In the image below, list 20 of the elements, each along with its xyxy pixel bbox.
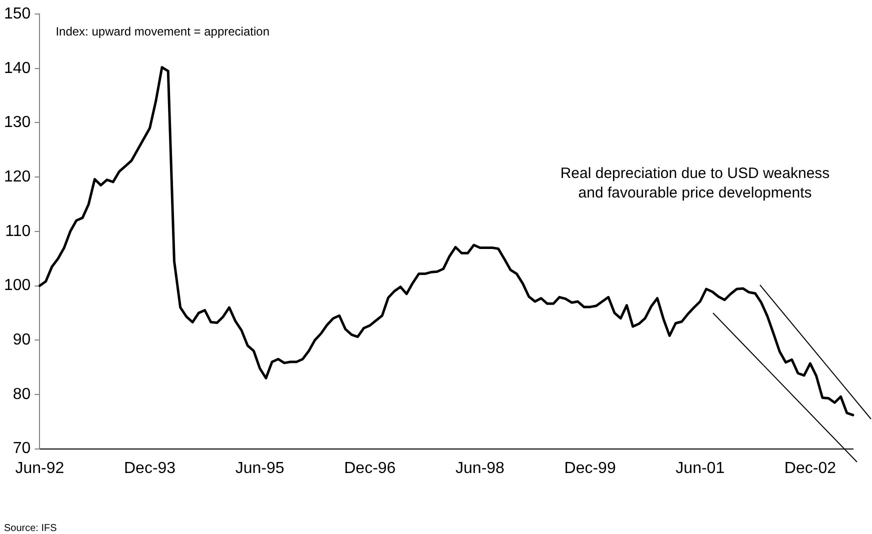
y-tick-label: 140: [4, 60, 31, 77]
x-tick-label: Dec-99: [564, 460, 616, 477]
annotation: Real depreciation due to USD weakness and favourable price developments: [560, 165, 830, 202]
x-tick-label: Jun-98: [456, 460, 505, 477]
annotation: Index: upward movement = appreciation: [56, 24, 270, 38]
x-tick-label: Jun-01: [676, 460, 725, 477]
x-tick-label: Dec-93: [124, 460, 176, 477]
x-tick-label: Dec-96: [344, 460, 396, 477]
x-tick-label: Dec-02: [784, 460, 836, 477]
y-tick-label: 110: [5, 222, 31, 240]
y-tick-label: 120: [4, 168, 31, 186]
x-tick-label: Jun-92: [15, 460, 64, 477]
x-tick-label: Jun-95: [235, 460, 284, 477]
y-tick-label: 90: [12, 332, 31, 349]
y-tick-label: 130: [4, 114, 31, 132]
y-tick-label: 80: [12, 386, 31, 403]
y-tick-label: 150: [4, 5, 31, 22]
y-tick-label: 70: [12, 440, 31, 458]
y-tick-label: 100: [4, 277, 31, 294]
source-note: Source: IFS: [4, 522, 58, 534]
